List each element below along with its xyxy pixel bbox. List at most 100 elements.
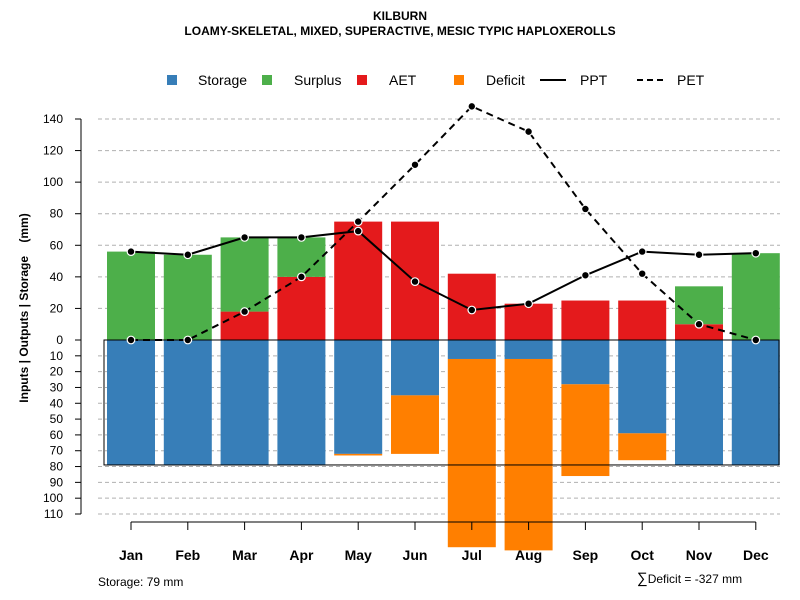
bar-storage	[618, 340, 667, 434]
pet-line	[131, 105, 757, 341]
y-tick-label: 140	[43, 112, 63, 126]
y-tick-label: 100	[43, 491, 63, 505]
y-tick-label: 50	[50, 412, 64, 426]
x-tick-label: Jul	[462, 547, 482, 563]
legend-item-surplus: Surplus	[262, 70, 341, 90]
legend-label-deficit: Deficit	[486, 72, 525, 88]
deficit-note-text: Deficit = -327 mm	[647, 572, 743, 586]
bar-surplus	[220, 237, 269, 312]
storage-note: Storage: 79 mm	[98, 575, 184, 589]
legend-swatch-aet	[357, 75, 367, 85]
bar-surplus	[163, 254, 212, 340]
y-tick-label: 40	[50, 396, 64, 410]
legend-swatch-storage	[167, 75, 177, 85]
bar-aet	[504, 303, 553, 340]
bar-storage	[277, 340, 326, 465]
pet-line-point	[524, 127, 533, 137]
y-tick-label: 70	[50, 444, 64, 458]
bar-storage	[731, 340, 780, 465]
y-tick-label: 30	[50, 380, 64, 394]
bar-deficit	[561, 384, 610, 477]
legend-swatch-surplus	[262, 75, 272, 85]
y-tick-label: 60	[50, 238, 64, 252]
x-tick-label: Nov	[686, 547, 713, 563]
ppt-line-point	[410, 277, 420, 286]
legend-label-storage: Storage	[198, 72, 248, 88]
legend-label-ppt: PPT	[580, 72, 608, 88]
y-tick-label: 40	[50, 270, 64, 284]
bar-storage	[447, 340, 496, 359]
bar-deficit	[618, 433, 667, 461]
ppt-line-point	[183, 250, 193, 260]
legend-label-pet: PET	[677, 72, 705, 88]
pet-line-point	[410, 160, 420, 170]
x-tick-label: Feb	[175, 547, 200, 563]
x-tick-label: May	[345, 547, 372, 563]
legend-line-ppt	[540, 79, 566, 81]
legend-item-aet: AET	[357, 70, 416, 90]
legend-line-pet	[637, 79, 663, 81]
pet-line-point	[581, 204, 590, 214]
legend-label-surplus: Surplus	[294, 72, 342, 88]
bar-aet	[561, 300, 610, 340]
ppt-line-point	[353, 226, 363, 236]
legend: Storage Surplus AET Deficit PPT PET	[0, 70, 800, 90]
pet-line-point	[240, 307, 250, 316]
pet-line-point	[751, 335, 761, 345]
x-tick-label: Jan	[119, 547, 143, 563]
y-tick-label: 60	[50, 428, 64, 442]
bar-surplus	[675, 286, 723, 325]
x-tick-label: Apr	[289, 547, 314, 563]
ppt-line-point	[524, 299, 533, 309]
bar-surplus	[277, 237, 326, 277]
bar-aet	[618, 300, 667, 340]
bar-storage	[675, 340, 723, 465]
bar-deficit	[391, 395, 439, 454]
pet-line-point	[353, 217, 363, 227]
chart-title: KILBURN	[373, 9, 427, 23]
y-tick-label: 120	[43, 144, 63, 158]
bar-deficit	[334, 453, 383, 456]
storage-capacity-box	[103, 339, 780, 466]
y-tick-label: 90	[50, 475, 64, 489]
bar-deficit	[504, 358, 553, 551]
x-tick-label: Jun	[403, 547, 428, 563]
ppt-line-point	[467, 305, 477, 315]
y-tick-label: 10	[50, 349, 64, 363]
pet-line-point	[637, 269, 647, 279]
ppt-line-point	[637, 247, 647, 257]
y-tick-label: 80	[50, 460, 64, 474]
sigma-symbol: ∑	[637, 570, 648, 587]
legend-item-pet: PET	[637, 70, 704, 90]
y-tick-label: 0	[56, 333, 63, 347]
bar-storage	[504, 340, 553, 359]
x-tick-label: Aug	[515, 547, 542, 563]
legend-item-storage: Storage	[167, 70, 247, 90]
x-tick-label: Oct	[631, 547, 655, 563]
pet-line-point	[126, 335, 136, 345]
x-tick-label: Sep	[573, 547, 599, 563]
bar-storage	[220, 340, 269, 465]
pet-line-point	[183, 335, 193, 345]
bar-storage	[561, 340, 610, 385]
pet-line-point	[467, 101, 477, 111]
y-tick-label: 100	[43, 175, 63, 189]
y-axis-label: Inputs | Outputs | Storage (mm)	[17, 213, 31, 402]
ppt-line-point	[581, 270, 590, 280]
bar-aet	[277, 276, 326, 340]
pet-line-point	[694, 319, 704, 329]
pet-line-point	[297, 272, 306, 282]
legend-item-ppt: PPT	[540, 70, 607, 90]
ppt-line-point	[126, 247, 136, 257]
y-tick-label: 20	[50, 301, 64, 315]
legend-swatch-deficit	[454, 75, 464, 85]
deficit-note: ∑Deficit = -327 mm	[637, 570, 742, 587]
bar-aet	[220, 311, 269, 340]
bar-deficit	[447, 358, 496, 548]
bar-aet	[334, 221, 383, 340]
ppt-line-point	[694, 250, 704, 260]
y-tick-label: 110	[44, 507, 63, 521]
bar-storage	[163, 340, 212, 465]
ppt-line	[130, 230, 756, 312]
